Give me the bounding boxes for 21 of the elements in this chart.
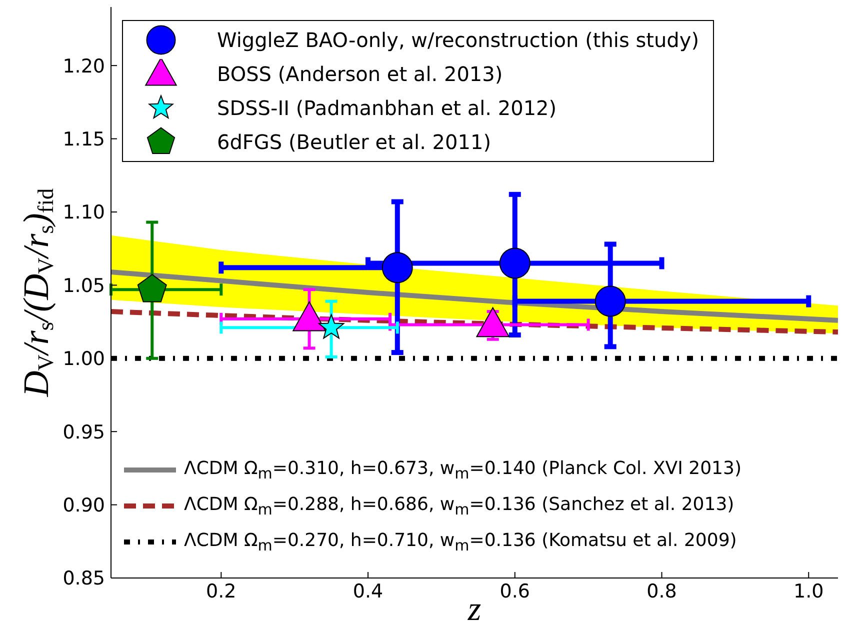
y-tick-label: 1.10 xyxy=(62,202,105,224)
x-axis-title: z xyxy=(466,591,482,624)
y-tick-label: 1.00 xyxy=(62,348,105,370)
legend-label: WiggleZ BAO-only, w/reconstruction (this study) xyxy=(217,28,700,52)
x-tick-label: 1.0 xyxy=(794,580,824,602)
y-tick-label: 1.20 xyxy=(62,55,105,78)
x-tick-label: 0.2 xyxy=(206,580,236,602)
y-tick-label: 0.90 xyxy=(62,494,105,517)
legend-label: ΛCDM Ω$_{m}$=0.288, h=0.686, w$_{m}$=0.136 (Sanchez et al. 2013) xyxy=(184,494,734,518)
legend-label: 6dFGS (Beutler et al. 2011) xyxy=(217,130,491,154)
legend-label: ΛCDM Ω$_{m}$=0.270, h=0.710, w$_{m}$=0.136 (Komatsu et al. 2009) xyxy=(184,530,737,554)
y-tick-label: 0.95 xyxy=(62,421,105,444)
legend-label: SDSS-II (Padmanbhan et al. 2012) xyxy=(217,96,557,120)
x-tick-label: 0.4 xyxy=(352,580,384,602)
y-tick-label: 0.85 xyxy=(62,568,105,590)
x-tick-label: 0.8 xyxy=(646,580,677,602)
y-tick-label: 1.15 xyxy=(62,128,105,151)
legend-label: ΛCDM Ω$_{m}$=0.310, h=0.673, w$_{m}$=0.140 (Planck Col. XVI 2013) xyxy=(184,458,742,482)
y-tick-label: 1.05 xyxy=(62,274,105,297)
legend-label: BOSS (Anderson et al. 2013) xyxy=(217,62,503,86)
x-tick-label: 0.6 xyxy=(500,580,530,602)
